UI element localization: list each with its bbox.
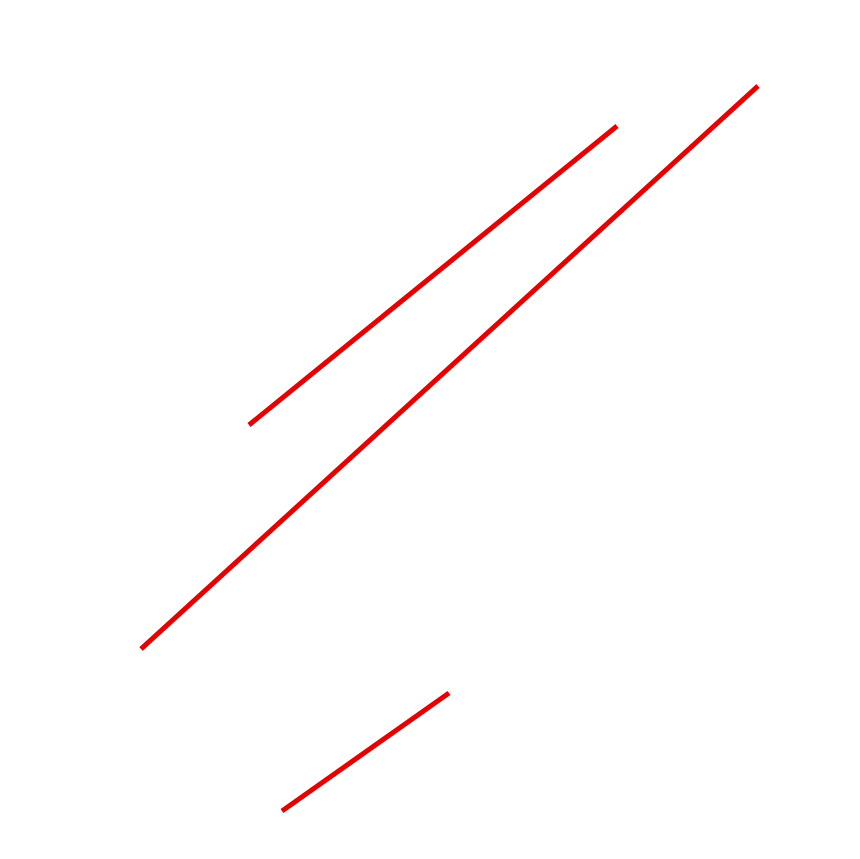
upper-diagonal-line — [247, 124, 619, 427]
long-diagonal-line — [139, 84, 760, 651]
short-bottom-line — [280, 690, 451, 814]
